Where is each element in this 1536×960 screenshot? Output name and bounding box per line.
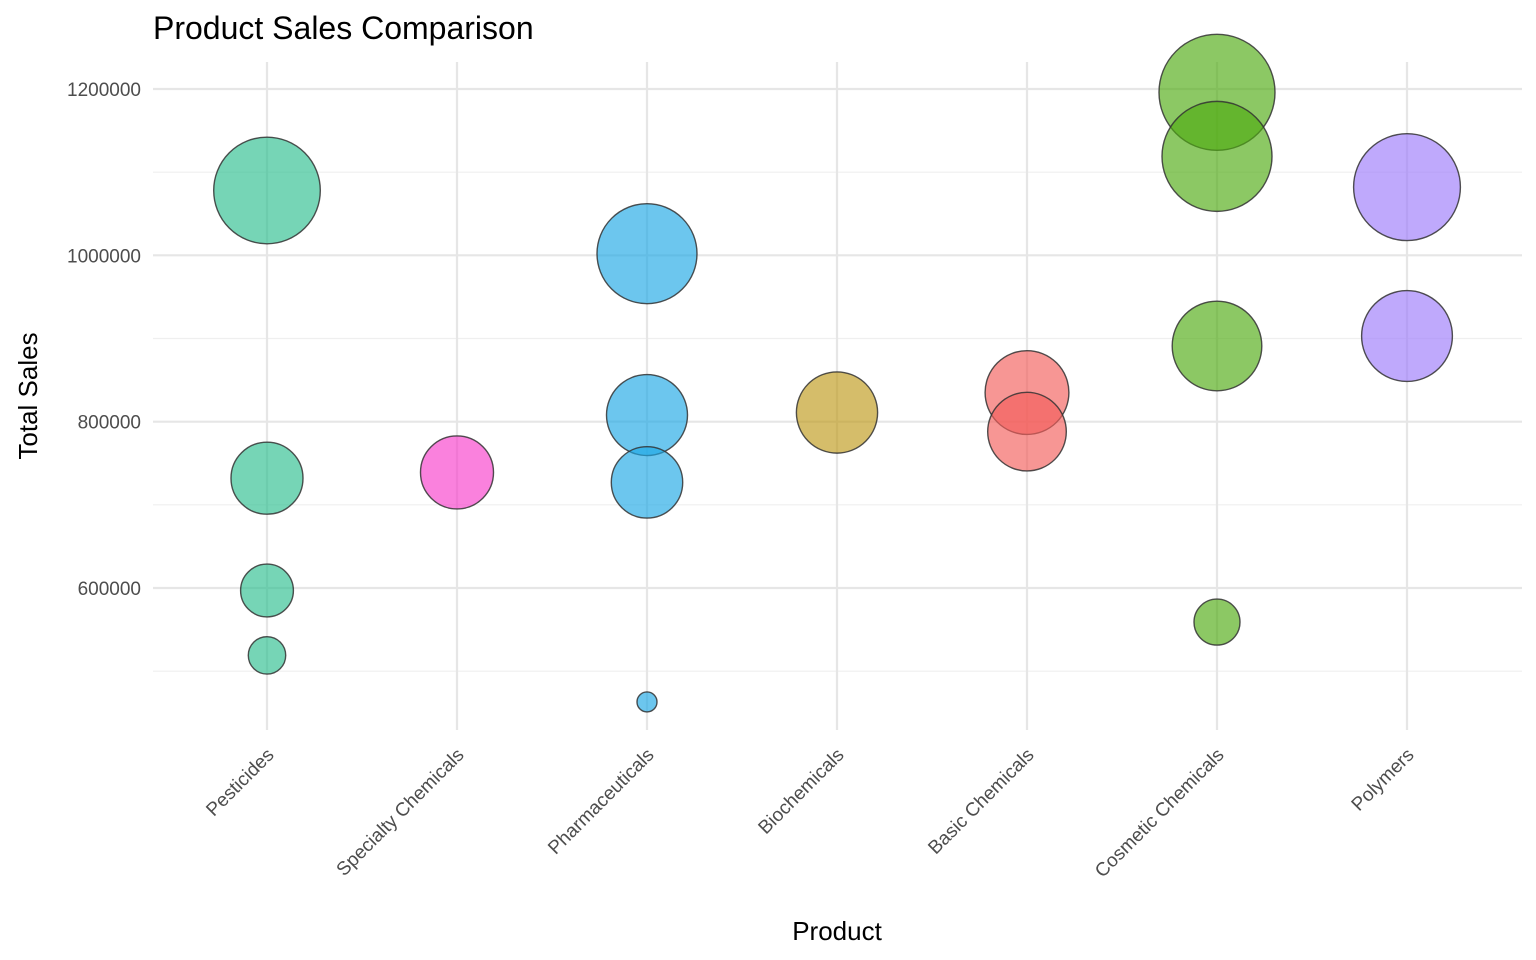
data-point-bubble <box>987 391 1068 472</box>
x-tick-labels: Pesticides Specialty Chemicals Pharmaceuti… <box>202 745 1418 882</box>
data-point-bubble <box>1360 289 1454 383</box>
y-tick-label: 600000 <box>78 579 141 600</box>
data-point-bubble <box>230 441 304 515</box>
data-point-bubble <box>1352 133 1462 242</box>
x-tick-label: Cosmetic Chemicals <box>1091 745 1228 882</box>
y-axis-title: Total Sales <box>13 332 43 459</box>
data-point-bubble <box>212 136 321 245</box>
points-layer <box>212 33 1462 713</box>
data-point-bubble <box>636 691 658 713</box>
data-point-bubble <box>1171 300 1263 392</box>
data-point-bubble <box>610 445 684 519</box>
data-point-bubble <box>239 563 295 618</box>
x-tick-label: Biochemicals <box>755 745 849 839</box>
y-tick-label: 1200000 <box>67 80 141 101</box>
data-point-bubble <box>419 435 495 510</box>
chart-title: Product Sales Comparison <box>153 10 534 46</box>
x-tick-label: Basic Chemicals <box>924 745 1038 859</box>
x-tick-label: Pharmaceuticals <box>544 745 658 859</box>
data-point-bubble <box>596 202 698 305</box>
y-tick-label: 800000 <box>78 413 141 434</box>
data-point-bubble <box>795 371 879 454</box>
x-tick-label: Polymers <box>1348 745 1419 816</box>
x-tick-label: Specialty Chemicals <box>333 745 469 881</box>
x-tick-label: Pesticides <box>202 745 278 821</box>
y-tick-labels: 600000 800000 1000000 1200000 <box>67 80 141 600</box>
data-point-bubble <box>247 635 287 675</box>
y-tick-label: 1000000 <box>67 246 141 267</box>
x-axis-title: Product <box>792 916 882 946</box>
data-point-bubble <box>605 373 689 457</box>
data-point-bubble <box>1161 100 1273 213</box>
data-point-bubble <box>1193 598 1241 646</box>
